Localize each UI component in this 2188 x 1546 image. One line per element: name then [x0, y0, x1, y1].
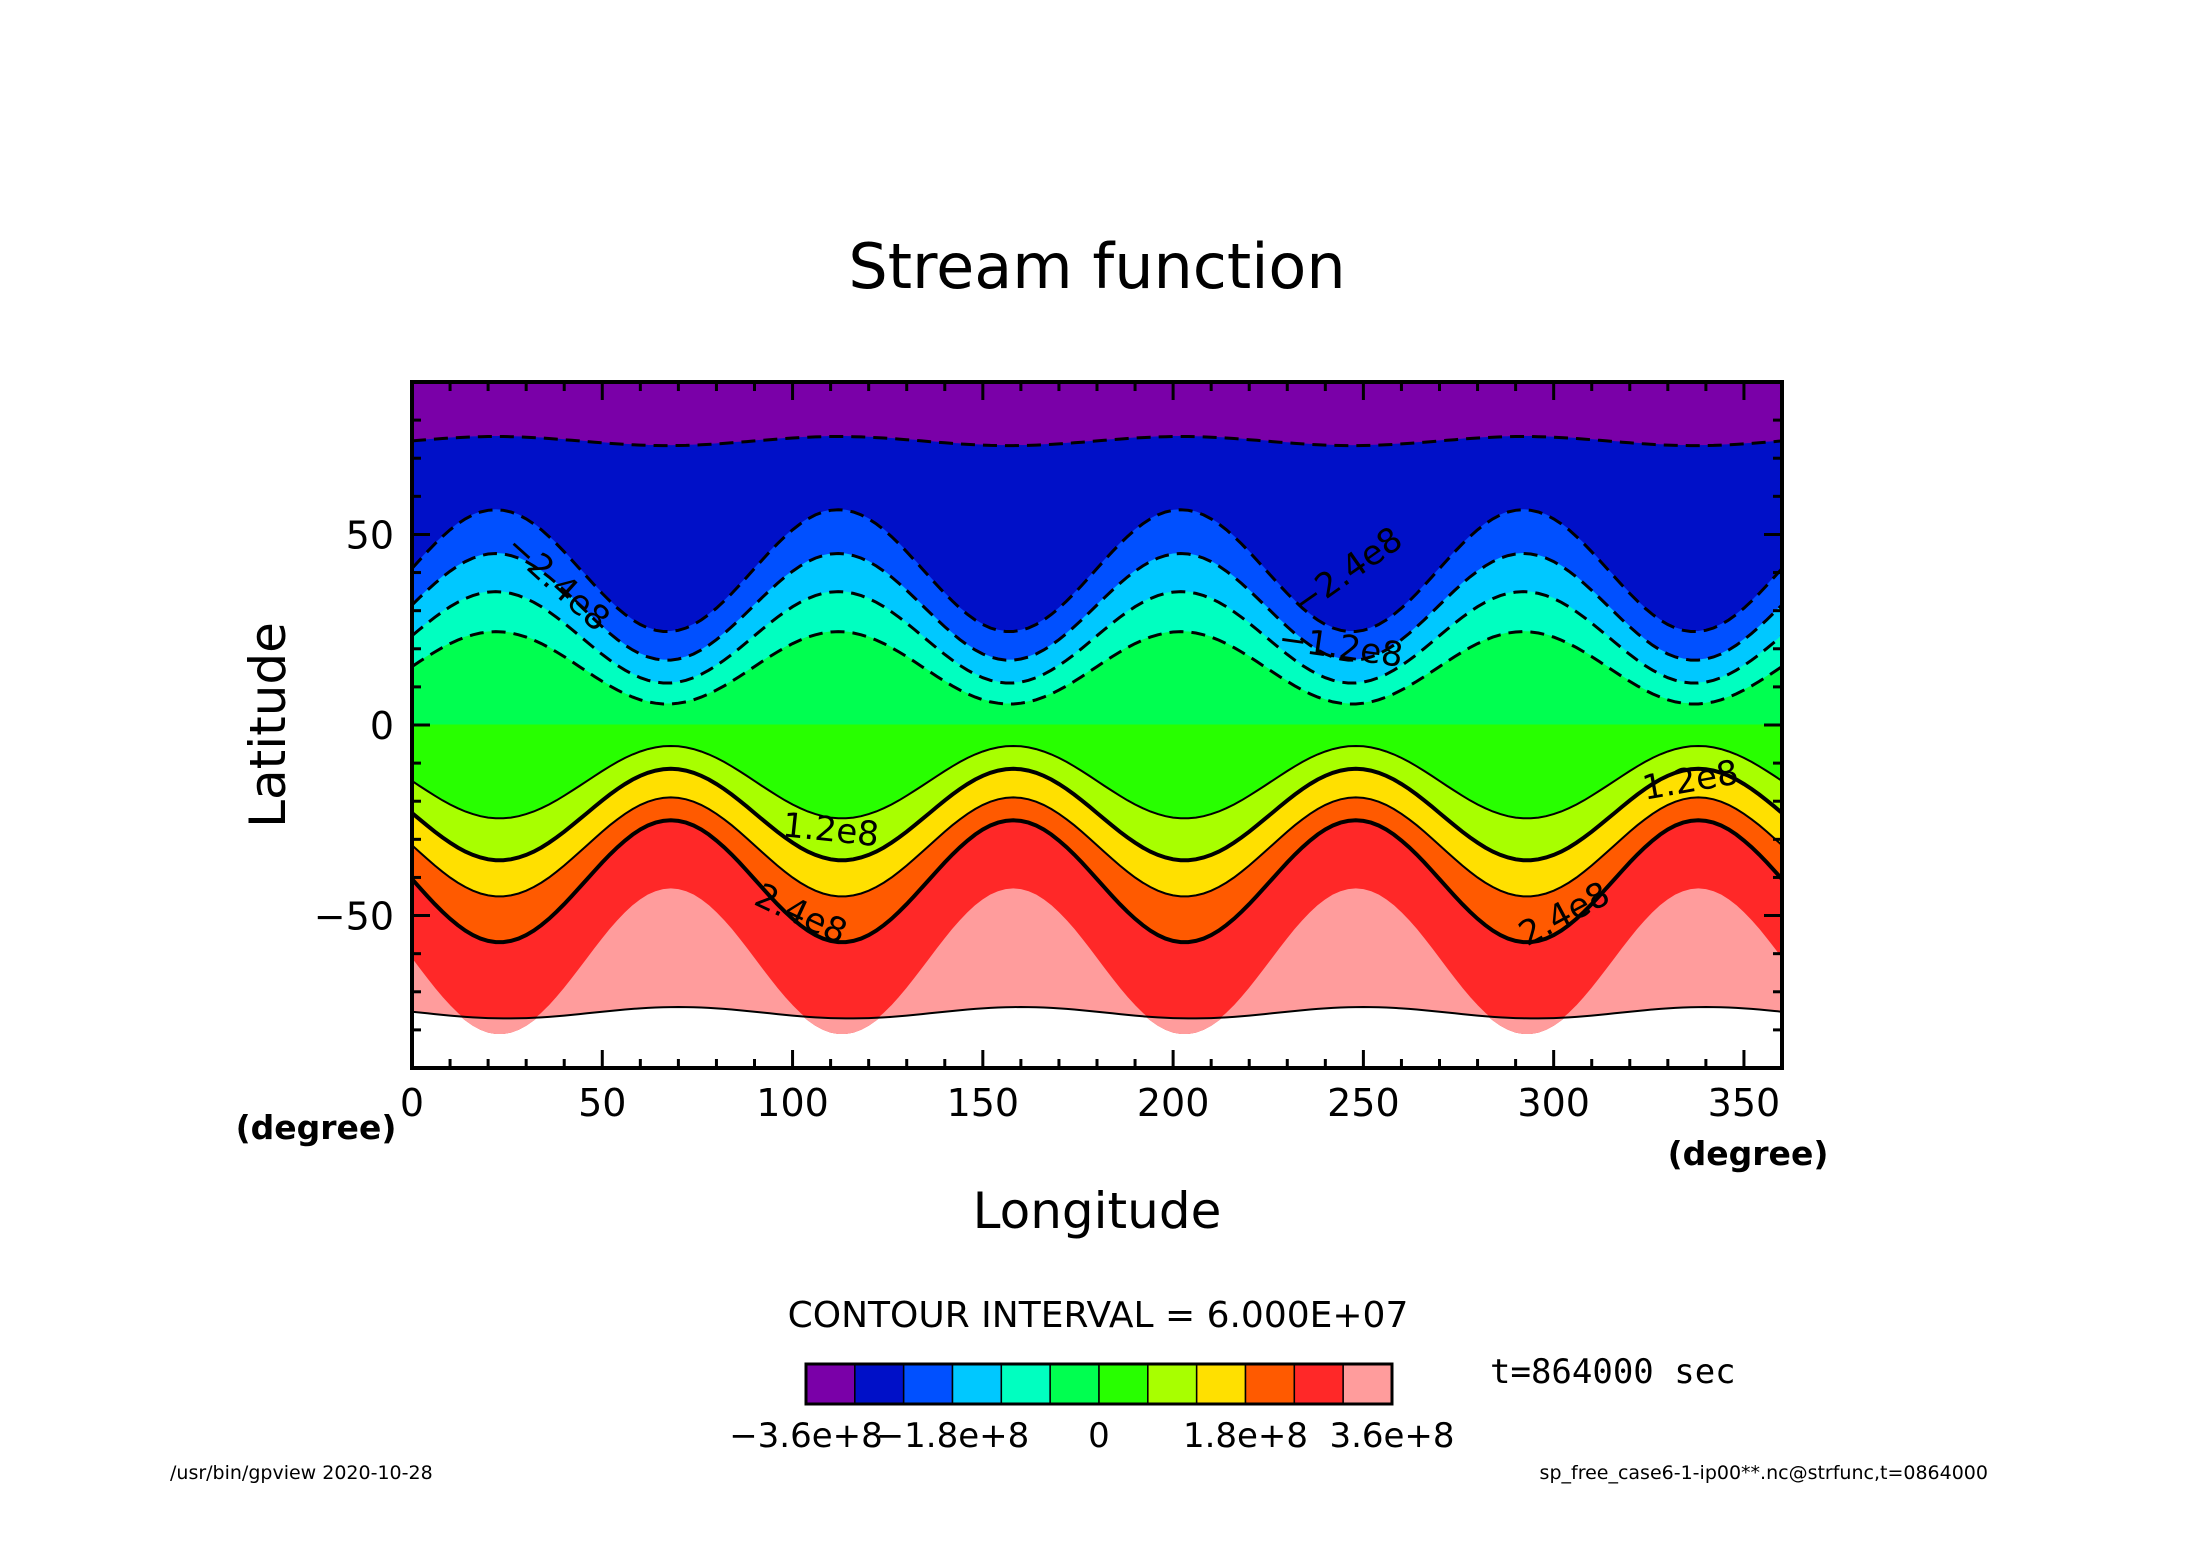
y-tick-label: −50	[314, 895, 394, 939]
chart-title: Stream function	[848, 230, 1345, 303]
contour-line	[412, 744, 1782, 820]
contour-line	[412, 796, 1782, 898]
footer-dataset: sp_free_case6-1-ip00**.nc@strfunc,t=0864…	[1540, 1462, 1988, 1484]
axes-layer: 0 50 100 150 200 250 300 350 50 0 −50	[314, 382, 1784, 1125]
colorbar-tick-label: −1.8e+8	[876, 1416, 1030, 1456]
colorbar-swatch	[1293, 1363, 1344, 1405]
colorbar-swatch	[1049, 1363, 1100, 1405]
colorbar-tick-label: 1.8e+8	[1183, 1416, 1308, 1456]
contour-line	[412, 630, 1782, 706]
x-tick-label: 300	[1517, 1081, 1590, 1125]
footer-program: /usr/bin/gpview 2020-10-28	[170, 1462, 433, 1484]
contour-line	[412, 435, 1782, 448]
colorbar-swatch	[805, 1363, 856, 1405]
x-tick-label: 200	[1137, 1081, 1210, 1125]
contour-line-layer	[412, 435, 1782, 1020]
colorbar-tick-label: −3.6e+8	[729, 1416, 883, 1456]
x-axis-unit: (degree)	[1668, 1134, 1829, 1173]
contour-line	[412, 590, 1782, 685]
x-tick-label: 150	[947, 1081, 1020, 1125]
contour-band	[412, 382, 1782, 447]
contour-line	[412, 1005, 1782, 1020]
contour-interval-text: CONTOUR INTERVAL = 6.000E+07	[788, 1295, 1409, 1336]
y-tick-label: 0	[370, 704, 394, 748]
colorbar-tick-label: 0	[1088, 1416, 1110, 1456]
colorbar-swatch	[951, 1363, 1003, 1405]
x-axis-title: Longitude	[973, 1182, 1222, 1240]
contour-line	[412, 551, 1782, 662]
colorbar-swatch	[902, 1363, 954, 1405]
contour-fill-layer	[412, 382, 1782, 1034]
colorbar-tick-label: 3.6e+8	[1329, 1416, 1454, 1456]
colorbar-frame	[804, 1362, 1394, 1406]
x-tick-label: 50	[578, 1081, 626, 1125]
colorbar-swatch	[1195, 1363, 1247, 1405]
contour-line	[412, 766, 1782, 863]
time-label: t=864000 sec	[1490, 1352, 1736, 1392]
x-tick-label: 250	[1327, 1081, 1400, 1125]
x-tick-label: 100	[756, 1081, 829, 1125]
colorbar-swatch	[1244, 1363, 1296, 1405]
colorbar: −3.6e+8−1.8e+8 0 1.8e+8 3.6e+8	[729, 1362, 1455, 1456]
x-tick-label: 0	[400, 1081, 424, 1125]
colorbar-swatch	[1098, 1363, 1149, 1405]
x-tick-label: 350	[1708, 1081, 1781, 1125]
colorbar-swatch	[1147, 1363, 1198, 1405]
y-tick-label: 50	[346, 513, 394, 557]
contour-line	[412, 818, 1782, 945]
colorbar-swatch	[1000, 1363, 1051, 1405]
y-axis-unit: (degree)	[236, 1108, 397, 1147]
colorbar-swatch	[1342, 1363, 1393, 1405]
contour-line	[412, 508, 1782, 633]
colorbar-swatch	[854, 1363, 905, 1405]
y-axis-title: Latitude	[239, 622, 297, 828]
